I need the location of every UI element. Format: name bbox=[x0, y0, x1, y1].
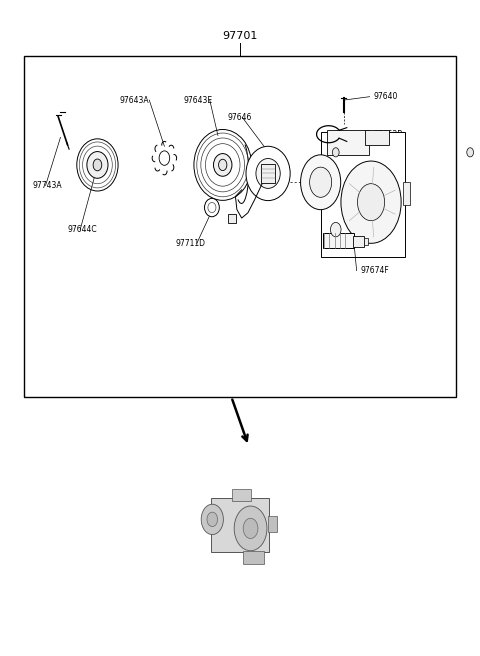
Circle shape bbox=[218, 159, 227, 171]
Bar bbox=[327, 130, 370, 155]
Ellipse shape bbox=[246, 146, 290, 201]
Circle shape bbox=[234, 506, 267, 551]
Bar bbox=[403, 182, 410, 205]
Circle shape bbox=[207, 512, 217, 527]
Bar bbox=[232, 489, 251, 501]
Text: 97640: 97640 bbox=[374, 92, 398, 101]
Ellipse shape bbox=[214, 154, 232, 176]
Circle shape bbox=[300, 155, 341, 210]
Text: 97643A: 97643A bbox=[119, 96, 149, 104]
Bar bbox=[365, 130, 389, 145]
Bar bbox=[353, 236, 364, 247]
Circle shape bbox=[332, 148, 339, 157]
Bar bbox=[24, 56, 456, 397]
Ellipse shape bbox=[256, 159, 280, 188]
Bar bbox=[268, 516, 277, 532]
Circle shape bbox=[243, 518, 258, 539]
Bar bbox=[228, 214, 236, 223]
Circle shape bbox=[201, 504, 223, 535]
Circle shape bbox=[330, 222, 341, 237]
Text: 97643E: 97643E bbox=[184, 96, 213, 104]
Text: 97711D: 97711D bbox=[175, 239, 205, 248]
Bar bbox=[261, 163, 275, 183]
Circle shape bbox=[341, 161, 401, 243]
Ellipse shape bbox=[194, 129, 252, 200]
Text: 97646: 97646 bbox=[227, 113, 252, 121]
Text: 97743A: 97743A bbox=[33, 181, 62, 190]
Text: 97674F: 97674F bbox=[361, 266, 390, 275]
Bar bbox=[242, 551, 264, 564]
Bar bbox=[323, 233, 354, 249]
Circle shape bbox=[467, 148, 473, 157]
Bar bbox=[211, 498, 269, 552]
Ellipse shape bbox=[87, 152, 108, 178]
Bar bbox=[364, 237, 368, 245]
Circle shape bbox=[93, 159, 102, 171]
Ellipse shape bbox=[204, 198, 219, 216]
Bar bbox=[321, 133, 405, 257]
Circle shape bbox=[358, 184, 384, 220]
Text: 97652B: 97652B bbox=[374, 130, 403, 138]
Text: 97644C: 97644C bbox=[67, 225, 97, 234]
Text: 97701: 97701 bbox=[222, 31, 258, 41]
Circle shape bbox=[310, 167, 332, 197]
Ellipse shape bbox=[77, 139, 118, 191]
